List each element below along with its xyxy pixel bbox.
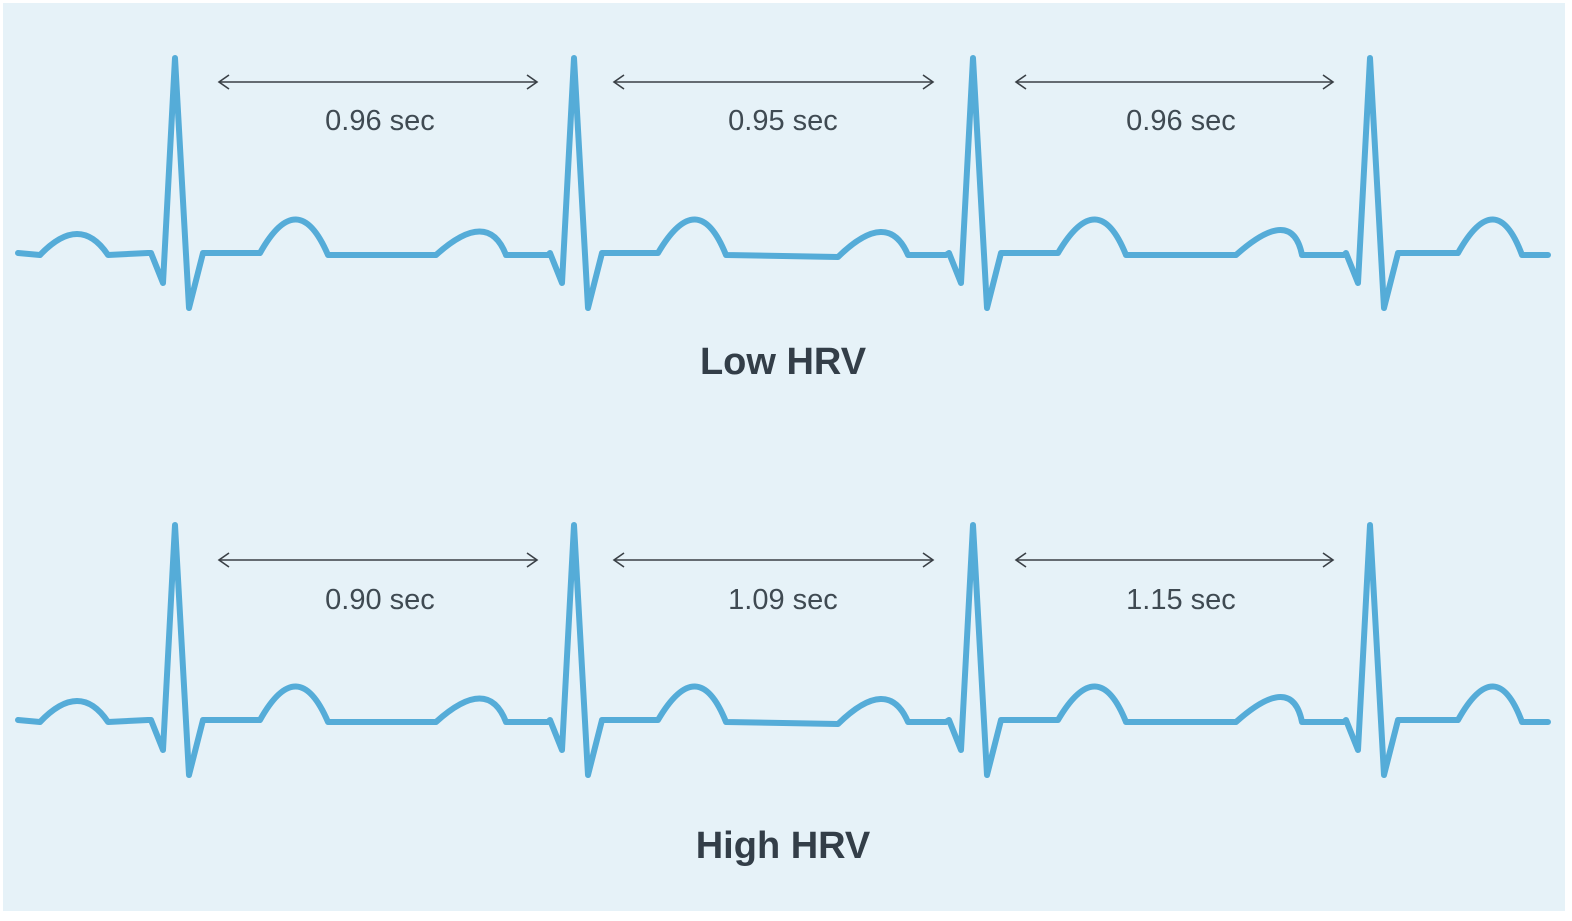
arrow-head-left (612, 552, 625, 568)
arrow-head-left (1014, 552, 1027, 568)
interval-label: 0.96 sec (1126, 105, 1236, 137)
arrow-head-right (922, 552, 935, 568)
interval-3: 1.15 sec (1014, 552, 1335, 616)
interval-label: 0.95 sec (728, 105, 838, 137)
interval-label: 0.90 sec (325, 584, 435, 616)
diagram-background (3, 3, 1565, 911)
arrow-head-right (1322, 552, 1335, 568)
interval-3: 0.96 sec (1014, 74, 1335, 137)
interval-1: 0.90 sec (217, 552, 539, 616)
arrow-head-left (612, 74, 625, 90)
arrow-head-right (1322, 74, 1335, 90)
panel-low-hrv: 0.96 sec 0.95 sec 0.96 sec Low HRV (15, 55, 1551, 383)
interval-label: 1.09 sec (728, 584, 838, 616)
interval-label: 1.15 sec (1126, 584, 1236, 616)
interval-label: 0.96 sec (325, 105, 435, 137)
interval-2: 1.09 sec (612, 552, 935, 616)
panel-title-low-hrv: Low HRV (700, 341, 867, 383)
arrow-head-left (217, 552, 230, 568)
arrow-head-right (922, 74, 935, 90)
panel-title-high-hrv: High HRV (696, 825, 871, 867)
ecg-trace-low-hrv (15, 55, 1551, 311)
arrow-head-right (526, 552, 539, 568)
panel-high-hrv: 0.90 sec 1.09 sec 1.15 sec High HRV (15, 522, 1551, 867)
ecg-trace-high-hrv (15, 522, 1551, 778)
interval-2: 0.95 sec (612, 74, 935, 137)
arrow-head-left (1014, 74, 1027, 90)
interval-1: 0.96 sec (217, 74, 539, 137)
arrow-head-right (526, 74, 539, 90)
arrow-head-left (217, 74, 230, 90)
